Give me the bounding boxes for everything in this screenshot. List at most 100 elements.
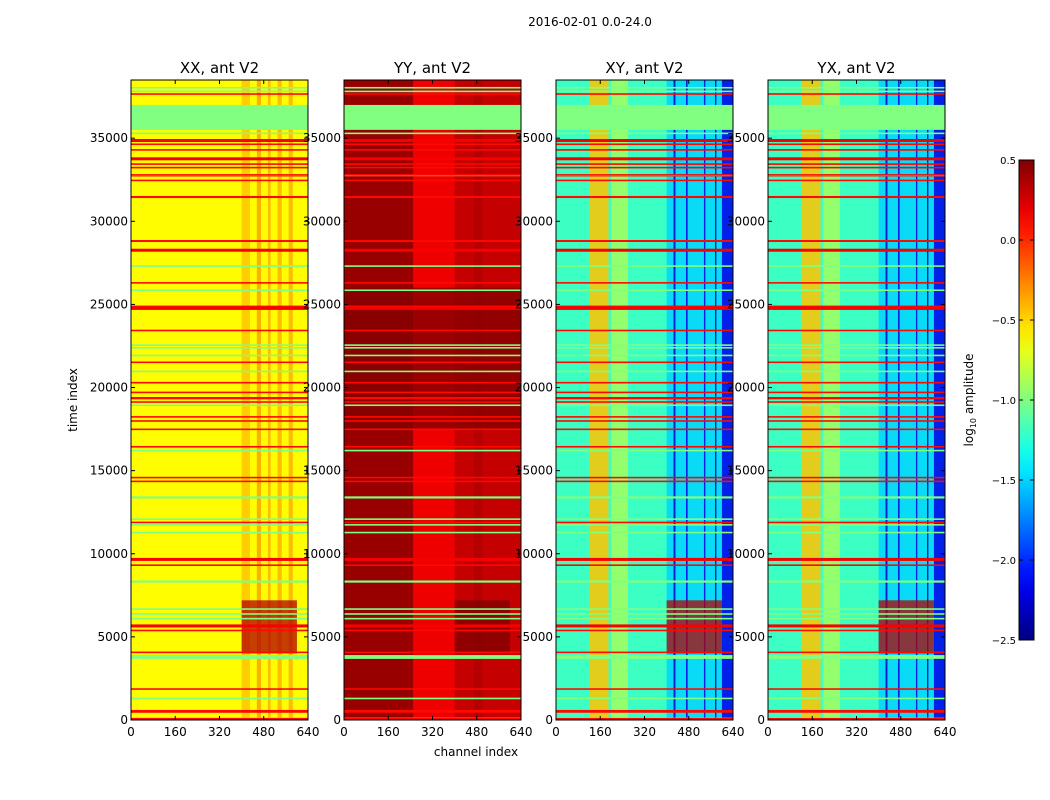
x-tick-label: 480 (252, 725, 275, 739)
time-stripe (131, 265, 308, 267)
y-tick-label: 25000 (303, 297, 341, 311)
colorbar-tick-label: −2.0 (992, 556, 1016, 567)
time-stripe (768, 629, 945, 632)
figure-title: 2016-02-01 0.0-24.0 (528, 15, 652, 29)
time-stripe (131, 711, 308, 713)
y-tick-label: 0 (120, 713, 128, 727)
time-stripe (131, 344, 308, 346)
time-stripe (131, 524, 308, 526)
time-stripe (344, 139, 521, 143)
time-stripe (768, 480, 945, 483)
time-stripe (556, 90, 733, 93)
colorbar: 0.5 0.0 −0.5 −1.0 −1.5 −2.0 −2.5 log10 amplitud… (962, 156, 1035, 647)
time-stripe (768, 157, 945, 161)
time-stripe (556, 196, 733, 199)
time-stripe (131, 329, 308, 332)
time-stripe (344, 166, 521, 169)
time-stripe (344, 521, 521, 524)
time-stripe (344, 370, 521, 373)
time-stripe (131, 531, 308, 534)
colorbar-tick-label: −1.0 (992, 396, 1016, 407)
time-stripe (344, 305, 521, 308)
time-stripe (131, 143, 308, 146)
y-tick-label: 25000 (90, 297, 128, 311)
y-tick-label: 15000 (515, 464, 553, 478)
time-stripe (131, 657, 308, 659)
y-tick-label: 30000 (727, 214, 765, 228)
time-stripe (344, 179, 521, 182)
time-stripe (131, 445, 308, 448)
time-stripe (344, 688, 521, 690)
panel-2: YY, ant V2 0 160 320 480 640 0 5000 10000 15000 20… (303, 59, 533, 739)
time-stripe (344, 428, 521, 431)
channel-band (673, 80, 676, 720)
time-stripe (556, 282, 733, 284)
x-tick-label: 0 (552, 725, 560, 739)
time-stripe (556, 449, 733, 452)
time-stripe (131, 624, 308, 628)
time-stripe (768, 617, 945, 620)
channel-band (685, 80, 688, 720)
time-stripe (131, 305, 308, 308)
time-stripe (768, 581, 945, 583)
y-tick-label: 30000 (515, 214, 553, 228)
time-stripe (556, 179, 733, 182)
time-stripe (344, 361, 521, 364)
x-tick-label: 160 (801, 725, 824, 739)
time-stripe (556, 428, 733, 431)
time-stripe (768, 557, 945, 561)
time-stripe (556, 711, 733, 713)
channel-band (256, 80, 261, 720)
time-stripe (768, 396, 945, 399)
x-tick-label: 320 (633, 725, 656, 739)
y-tick-label: 30000 (303, 214, 341, 228)
time-stripe (344, 344, 521, 346)
time-stripe (344, 629, 521, 632)
time-stripe (768, 240, 945, 242)
time-stripe (556, 476, 733, 479)
time-stripe (344, 480, 521, 483)
x-tick-label: 160 (589, 725, 612, 739)
time-stripe (556, 518, 733, 520)
time-stripe (768, 428, 945, 431)
time-stripe (131, 564, 308, 566)
time-stripe (556, 613, 733, 615)
x-tick-label: 320 (421, 725, 444, 739)
time-stripe (768, 401, 945, 403)
time-stripe (131, 240, 308, 242)
time-stripe (131, 617, 308, 620)
time-stripe (344, 608, 521, 610)
time-stripe (131, 174, 308, 176)
time-stripe (768, 711, 945, 713)
x-tick-label: 0 (764, 725, 772, 739)
heatmap-image (344, 80, 521, 720)
time-stripe (131, 370, 308, 373)
channel-band (915, 80, 918, 720)
time-stripe (768, 329, 945, 332)
time-stripe (768, 496, 945, 499)
time-stripe (344, 196, 521, 199)
time-stripe (344, 391, 521, 394)
x-tick-label: 160 (164, 725, 187, 739)
time-stripe (768, 655, 945, 657)
time-stripe (344, 657, 521, 659)
time-stripe (556, 496, 733, 499)
time-stripe (556, 132, 733, 135)
time-stripe (556, 370, 733, 373)
time-stripe (556, 709, 733, 712)
time-stripe (556, 329, 733, 332)
time-stripe (768, 688, 945, 690)
time-stripe (556, 157, 733, 161)
y-tick-label: 10000 (515, 547, 553, 561)
time-stripe (556, 86, 733, 89)
x-tick-label: 640 (297, 725, 320, 739)
x-tick-label: 320 (208, 725, 231, 739)
time-stripe (556, 629, 733, 632)
time-stripe (768, 163, 945, 165)
y-tick-label: 5000 (734, 630, 765, 644)
time-stripe (556, 240, 733, 242)
time-stripe (768, 86, 945, 89)
time-stripe (131, 163, 308, 165)
time-stripe (556, 174, 733, 176)
time-stripe (768, 149, 945, 151)
